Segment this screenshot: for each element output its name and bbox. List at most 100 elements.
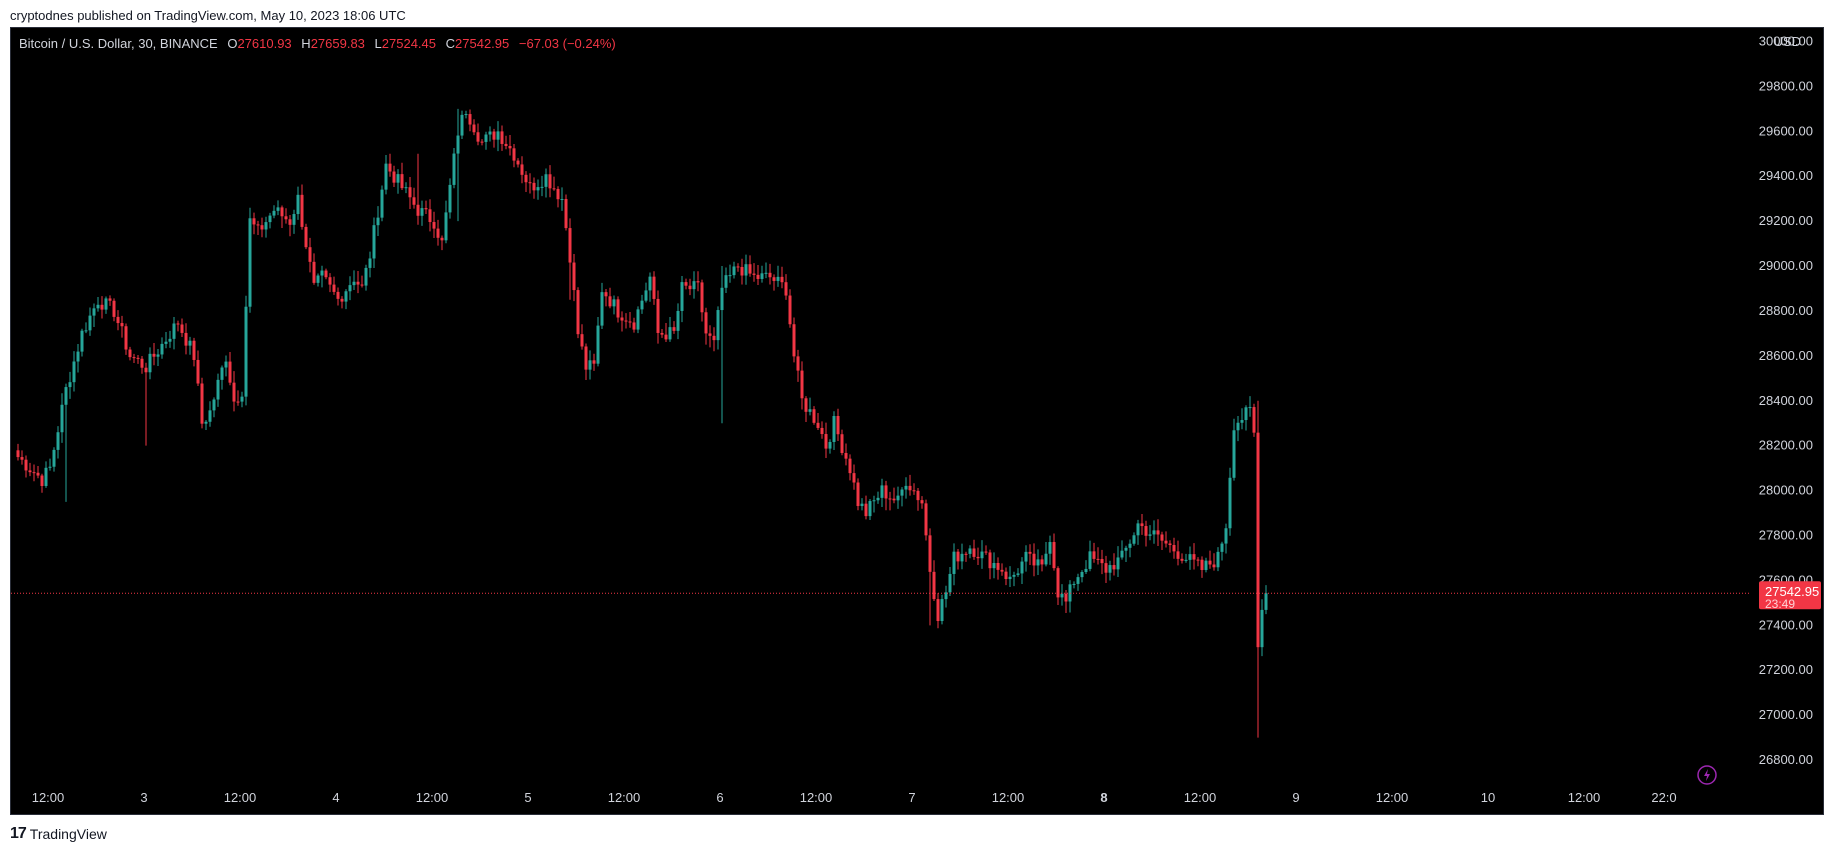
candle-body (1140, 523, 1144, 527)
candle-body (724, 275, 728, 288)
candle-body (488, 131, 492, 135)
chart-panel[interactable]: 30000.00 29800.00 29600.00 29400.00 29200.00… (10, 27, 1824, 815)
candle-body (824, 434, 828, 449)
candle-body (528, 182, 532, 184)
candle-body (640, 300, 644, 310)
y-tick-label: 30000.00 (1759, 33, 1813, 48)
candle-body (1084, 568, 1088, 573)
candlestick-chart[interactable]: 30000.00 29800.00 29600.00 29400.00 29200.00… (11, 28, 1823, 814)
candle-body (452, 153, 456, 185)
candle-body (592, 360, 596, 364)
candle-body (612, 299, 616, 307)
candle-body (732, 266, 736, 276)
candle-body (1096, 558, 1100, 560)
candle-body (940, 599, 944, 622)
candle-body (548, 174, 552, 189)
candle-body (76, 351, 80, 362)
candle-body (1248, 407, 1252, 409)
x-tick-label: 12:00 (1568, 790, 1601, 805)
low-value: 27524.45 (381, 36, 437, 51)
candle-body (208, 410, 212, 422)
price-tag-value: 27542.95 (1765, 584, 1819, 599)
candle-body (1200, 559, 1204, 570)
candle-body (468, 114, 472, 125)
candle-body (868, 501, 872, 517)
x-tick-label: 5 (524, 790, 531, 805)
candle-body (80, 330, 84, 352)
candle-body (480, 141, 484, 143)
candle-body (1192, 554, 1196, 560)
candle-body (160, 343, 164, 355)
candle-body (436, 228, 440, 238)
candle-body (364, 267, 368, 286)
candle-body (1212, 564, 1216, 568)
y-tick-label: 27200.00 (1759, 662, 1813, 677)
candle-body (404, 187, 408, 189)
candle-body (1128, 543, 1132, 548)
candle-body (628, 321, 632, 323)
x-tick-label: 22:0 (1651, 790, 1676, 805)
candle-body (472, 124, 476, 133)
candle-body (708, 333, 712, 336)
candle-body (236, 401, 240, 403)
candle-body (916, 490, 920, 501)
candle-body (664, 334, 668, 340)
brand-name: TradingView (29, 826, 107, 842)
candle-body (88, 315, 92, 331)
currency-label[interactable]: USD (1773, 34, 1801, 49)
candle-body (716, 310, 720, 341)
candle-body (1252, 407, 1256, 433)
candle-body (168, 338, 172, 342)
candle-body (728, 275, 732, 277)
candle-body (360, 284, 364, 286)
candle-body (96, 304, 100, 309)
candle-body (832, 416, 836, 442)
candle-body (928, 535, 932, 572)
candle-body (56, 432, 60, 450)
x-tick-label: 7 (908, 790, 915, 805)
candle-body (604, 292, 608, 297)
y-tick-label: 28400.00 (1759, 393, 1813, 408)
candle-body (492, 131, 496, 140)
candle-body (584, 346, 588, 370)
candle-body (872, 500, 876, 502)
candle-body (84, 330, 88, 332)
candle-body (1004, 571, 1008, 580)
candle-body (1036, 559, 1040, 566)
candle-body (192, 340, 196, 360)
candle-body (544, 174, 548, 187)
candle-body (764, 272, 768, 274)
y-tick-label: 26800.00 (1759, 752, 1813, 767)
candle-body (112, 300, 116, 317)
candle-body (920, 500, 924, 504)
symbol-title[interactable]: Bitcoin / U.S. Dollar, 30, BINANCE (19, 36, 218, 51)
candle-body (1156, 530, 1160, 535)
candle-body (1080, 572, 1084, 578)
candle-body (1132, 535, 1136, 544)
candle-body (280, 207, 284, 217)
candle-body (1032, 553, 1036, 566)
candle-body (92, 308, 96, 316)
candle-body (36, 472, 40, 476)
candle-body (72, 361, 76, 383)
footer-brand[interactable]: 17 TradingView (10, 825, 107, 843)
candle-body (1260, 609, 1264, 648)
candle-body (16, 450, 20, 458)
candle-body (1120, 550, 1124, 558)
candle-body (100, 304, 104, 310)
candle-body (1144, 526, 1148, 536)
candle-body (296, 194, 300, 215)
candle-body (60, 404, 64, 433)
candle-body (132, 357, 136, 359)
price-tag (1759, 581, 1821, 610)
candle-body (256, 224, 260, 226)
y-tick-label: 28000.00 (1759, 483, 1813, 498)
candle-body (1088, 551, 1092, 569)
candle-body (688, 285, 692, 290)
candle-body (32, 472, 36, 474)
x-tick-label: 12:00 (32, 790, 65, 805)
candle-body (816, 422, 820, 428)
x-tick-label: 10 (1481, 790, 1495, 805)
candle-body (964, 553, 968, 555)
candle-body (1040, 559, 1044, 565)
